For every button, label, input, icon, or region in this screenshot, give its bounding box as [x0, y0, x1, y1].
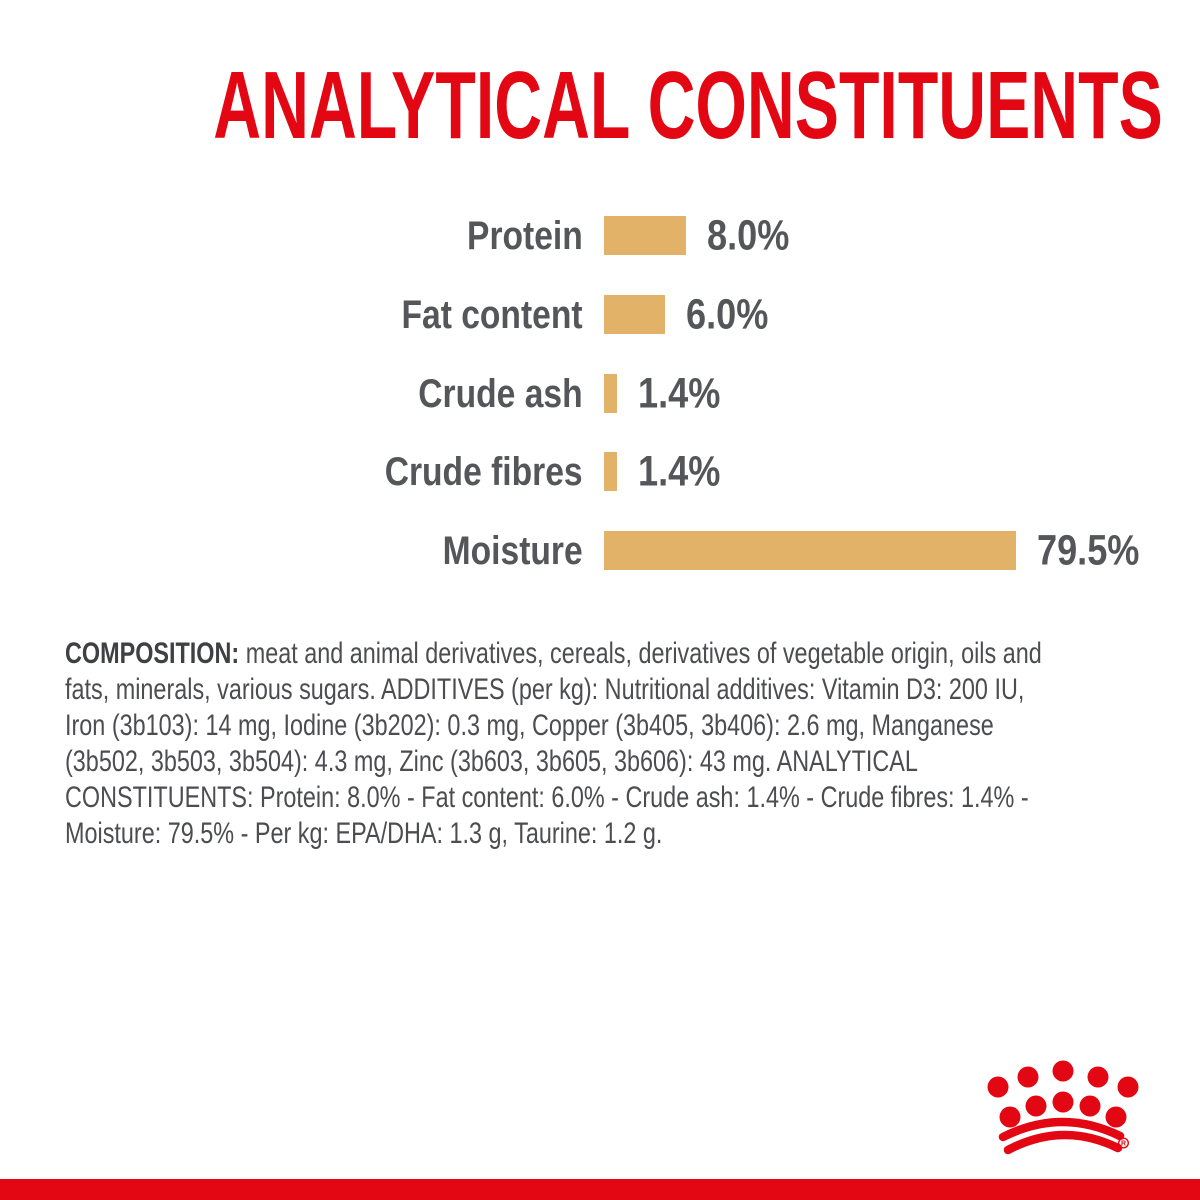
bar-label: Fat content [401, 292, 583, 337]
royal-canin-crown-logo: R [983, 1056, 1143, 1156]
bar-value: 1.4% [638, 447, 721, 495]
bar [604, 531, 1016, 570]
svg-text:R: R [1121, 1141, 1126, 1148]
crown-icon: R [987, 1060, 1139, 1155]
bar [604, 452, 617, 491]
bar-label: Moisture [442, 528, 583, 573]
composition-paragraph: COMPOSITION: meat and animal derivatives… [65, 636, 1200, 852]
composition-line: (3b502, 3b503, 3b504): 4.3 mg, Zinc (3b6… [65, 745, 918, 778]
bar-value: 79.5% [1037, 526, 1140, 574]
composition-line: Iron (3b103): 14 mg, Iodine (3b202): 0.3… [65, 709, 994, 742]
chart-row-fat-content: Fat content 6.0% [0, 290, 1200, 338]
bar [604, 216, 686, 255]
bar [604, 295, 665, 334]
analytical-constituents-bar-chart: Protein 8.0% Fat content 6.0% Crude ash … [0, 211, 1200, 574]
composition-heading: COMPOSITION: [65, 637, 240, 670]
composition-line: Moisture: 79.5% - Per kg: EPA/DHA: 1.3 g… [65, 817, 663, 850]
composition-line: fats, minerals, various sugars. ADDITIVE… [65, 673, 1025, 706]
bar-label: Crude fibres [385, 449, 583, 494]
chart-row-protein: Protein 8.0% [0, 211, 1200, 259]
bar [604, 374, 617, 413]
composition-line: CONSTITUENTS: Protein: 8.0% - Fat conten… [65, 781, 1029, 814]
chart-row-crude-fibres: Crude fibres 1.4% [0, 447, 1200, 495]
bar-value: 1.4% [638, 369, 721, 417]
bar-label: Crude ash [418, 371, 583, 416]
registered-trademark-icon: R [1117, 1137, 1129, 1149]
page-title: ANALYTICAL CONSTITUENTS [213, 52, 1163, 159]
bar-value: 6.0% [686, 290, 769, 338]
chart-row-moisture: Moisture 79.5% [0, 526, 1200, 574]
composition-line: COMPOSITION: meat and animal derivatives… [65, 637, 1042, 670]
chart-row-crude-ash: Crude ash 1.4% [0, 369, 1200, 417]
bar-label: Protein [467, 213, 583, 258]
bar-value: 8.0% [707, 211, 790, 259]
page-title-wrap: ANALYTICAL CONSTITUENTS [0, 58, 1200, 154]
bottom-red-band [0, 1179, 1200, 1200]
